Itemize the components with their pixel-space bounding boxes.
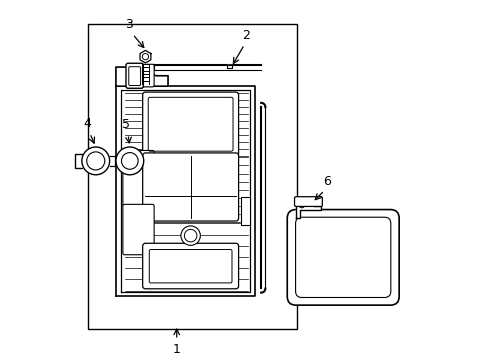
Polygon shape <box>116 67 168 86</box>
FancyBboxPatch shape <box>138 64 154 87</box>
Circle shape <box>81 147 109 175</box>
FancyBboxPatch shape <box>142 243 238 289</box>
Circle shape <box>121 153 138 169</box>
FancyBboxPatch shape <box>122 150 154 206</box>
Circle shape <box>116 147 143 175</box>
Circle shape <box>86 152 104 170</box>
FancyBboxPatch shape <box>142 92 238 157</box>
FancyBboxPatch shape <box>126 63 143 88</box>
Polygon shape <box>295 201 320 218</box>
FancyBboxPatch shape <box>294 197 322 206</box>
Text: 4: 4 <box>83 117 91 130</box>
Polygon shape <box>241 197 249 225</box>
Polygon shape <box>226 65 232 68</box>
Text: 6: 6 <box>323 175 330 188</box>
Text: 2: 2 <box>242 29 250 42</box>
Circle shape <box>181 226 200 246</box>
FancyBboxPatch shape <box>122 204 154 255</box>
Circle shape <box>184 229 197 242</box>
FancyBboxPatch shape <box>142 153 238 221</box>
Text: 5: 5 <box>122 118 129 131</box>
Circle shape <box>299 202 304 208</box>
Bar <box>88 24 296 329</box>
Text: 1: 1 <box>172 343 180 356</box>
Polygon shape <box>140 50 151 63</box>
Text: 3: 3 <box>125 18 133 31</box>
FancyBboxPatch shape <box>128 67 140 85</box>
Circle shape <box>142 54 148 60</box>
FancyBboxPatch shape <box>286 210 398 305</box>
